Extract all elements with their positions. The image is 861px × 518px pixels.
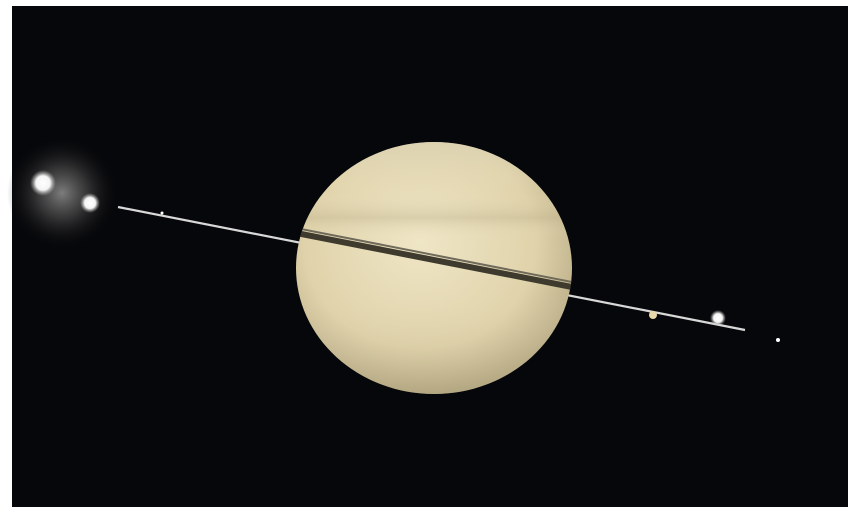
moon (160, 211, 164, 215)
ring-shadow (296, 230, 572, 290)
moon (30, 170, 56, 196)
moon (80, 193, 100, 213)
ring-front (296, 227, 572, 283)
band-shading (296, 142, 572, 394)
moon (649, 311, 657, 319)
moon-glow (7, 138, 117, 248)
moon (776, 338, 780, 342)
saturn-bands (296, 142, 572, 394)
moon (710, 310, 726, 326)
